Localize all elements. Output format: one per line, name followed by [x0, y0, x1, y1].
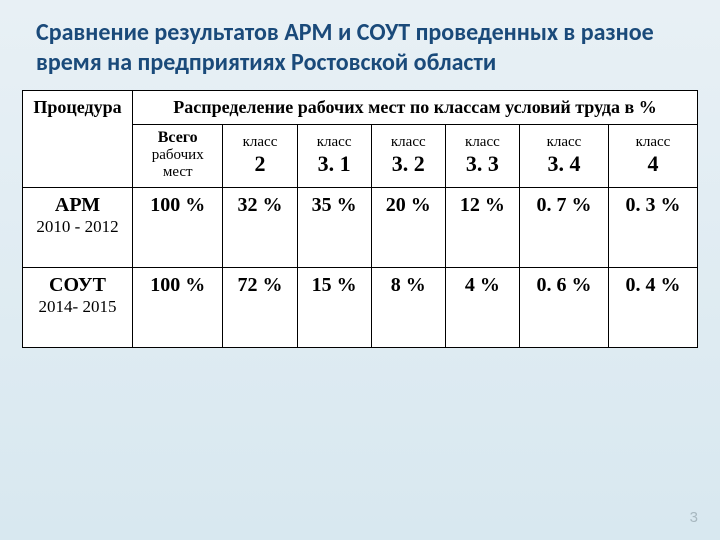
cell: 12 % [445, 188, 519, 268]
slide-title: Сравнение результатов АРМ и СОУТ проведе… [0, 0, 720, 90]
cell: 32 % [223, 188, 297, 268]
comparison-table: Процедура Распределение рабочих мест по … [22, 90, 698, 348]
col-class-2: класс 2 [223, 125, 297, 188]
cell: 35 % [297, 188, 371, 268]
cell: 20 % [371, 188, 445, 268]
cell: 0. 7 % [519, 188, 608, 268]
table-container: Процедура Распределение рабочих мест по … [0, 90, 720, 348]
cell: 4 % [445, 268, 519, 348]
table-row: СОУТ 2014- 2015 100 % 72 % 15 % 8 % 4 % … [23, 268, 698, 348]
col-class-4: класс 4 [608, 125, 697, 188]
cell: 72 % [223, 268, 297, 348]
cell: 8 % [371, 268, 445, 348]
header-distribution: Распределение рабочих мест по классам ус… [133, 91, 698, 125]
col-class-3-4: класс 3. 4 [519, 125, 608, 188]
cell: 0. 6 % [519, 268, 608, 348]
row-sout-label: СОУТ 2014- 2015 [23, 268, 133, 348]
cell: 0. 4 % [608, 268, 697, 348]
table-row: АРМ 2010 - 2012 100 % 32 % 35 % 20 % 12 … [23, 188, 698, 268]
col-total: Всего рабочих мест [133, 125, 223, 188]
cell: 0. 3 % [608, 188, 697, 268]
col-class-3-2: класс 3. 2 [371, 125, 445, 188]
row-arm-label: АРМ 2010 - 2012 [23, 188, 133, 268]
page-number: 3 [690, 509, 698, 526]
cell: 100 % [133, 188, 223, 268]
col-class-3-3: класс 3. 3 [445, 125, 519, 188]
col-class-3-1: класс 3. 1 [297, 125, 371, 188]
header-procedure: Процедура [23, 91, 133, 188]
cell: 100 % [133, 268, 223, 348]
cell: 15 % [297, 268, 371, 348]
